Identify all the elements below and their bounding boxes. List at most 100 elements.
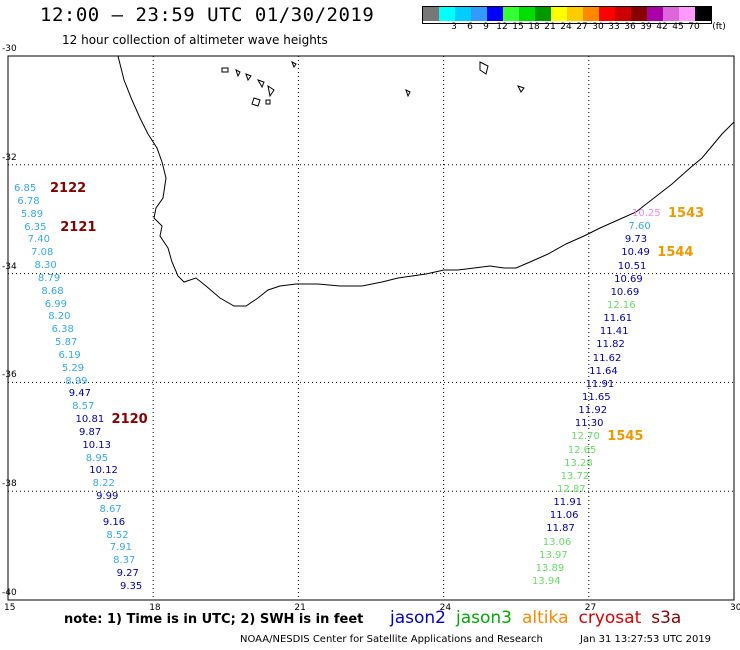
wave-height-label: 11.91 — [585, 378, 615, 390]
map-subtitle: 12 hour collection of altimeter wave hei… — [62, 33, 328, 47]
wave-height-label: 7.40 — [27, 234, 50, 246]
legend-swatch — [503, 7, 519, 21]
wave-height-label: 8.30 — [34, 260, 57, 272]
wave-height-label: 11.65 — [582, 392, 611, 403]
wave-height-label: 10.69 — [614, 273, 643, 285]
wave-height-label: 10.25 — [632, 208, 661, 219]
legend-label: 70 — [688, 22, 700, 32]
wave-height-label: 8.95 — [85, 452, 109, 464]
lat-tick-label: -30 — [2, 44, 17, 54]
satellite-key-jason3: jason3 — [456, 608, 512, 628]
coastline — [117, 55, 735, 307]
wave-height-label: 13.89 — [535, 562, 565, 574]
legend-swatch — [647, 7, 663, 21]
legend-label: 24 — [560, 22, 572, 32]
pass-time-label: 1543 — [668, 206, 705, 221]
pass-time-label: 2121 — [60, 219, 97, 235]
wave-height-label: 10.51 — [617, 260, 647, 272]
wave-height-label: 5.89 — [20, 208, 44, 220]
legend-unit: (ft) — [712, 22, 726, 32]
legend-label: 39 — [640, 22, 652, 32]
satellite-key-s3a: s3a — [651, 608, 682, 628]
wave-height-label: 8.52 — [106, 529, 129, 541]
wave-height-label: 13.97 — [539, 549, 568, 561]
wave-height-label: 8.20 — [48, 311, 71, 323]
wave-height-label: 5.87 — [55, 337, 78, 349]
legend-swatch — [439, 7, 455, 21]
satellite-key-cryosat: cryosat — [578, 608, 642, 628]
legend-swatch — [551, 7, 567, 21]
wave-height-label: 12.65 — [567, 444, 597, 456]
lat-tick-label: -38 — [2, 479, 17, 490]
footer-note: note: 1) Time is in UTC; 2) SWH is in fe… — [64, 612, 364, 627]
wave-height-label: 9.87 — [78, 426, 102, 438]
wave-height-label: 6.19 — [58, 349, 81, 361]
wave-height-label: 9.73 — [624, 234, 648, 246]
legend-swatch — [583, 7, 599, 21]
pass-time-label: 1545 — [607, 429, 644, 445]
wave-height-label: 6.99 — [44, 298, 68, 310]
legend-label: 9 — [483, 22, 489, 32]
legend-swatch — [567, 7, 583, 21]
wave-height-label: 10.69 — [610, 286, 640, 298]
wave-height-label: 8.67 — [99, 503, 122, 515]
legend-swatch — [631, 7, 647, 21]
legend-label: 45 — [672, 22, 684, 32]
wave-height-label: 11.62 — [592, 352, 622, 364]
legend-swatch — [423, 7, 439, 21]
legend-swatch — [599, 7, 615, 21]
wave-height-label: 9.16 — [102, 516, 126, 528]
wave-height-label: 11.82 — [596, 339, 625, 351]
legend-swatch — [535, 7, 551, 21]
wave-height-label: 6.35 — [24, 221, 47, 233]
offshore-islands — [221, 60, 525, 107]
wave-height-label: 8.37 — [113, 555, 136, 567]
legend-swatch — [519, 7, 535, 21]
wave-height-label: 11.87 — [546, 523, 575, 535]
wave-height-label: 11.92 — [578, 405, 608, 417]
legend-label: 27 — [576, 22, 588, 32]
wave-height-label: 13.28 — [564, 457, 593, 469]
color-legend — [422, 6, 712, 24]
legend-swatch — [679, 7, 695, 21]
wave-height-label: 7.60 — [628, 221, 651, 233]
map-title: 12:00 — 23:59 UTC 01/30/2019 — [40, 4, 375, 26]
wave-height-label: 11.91 — [553, 497, 583, 509]
wave-height-label: 5.29 — [61, 362, 85, 374]
legend-label: 18 — [528, 22, 540, 32]
legend-swatch — [663, 7, 679, 21]
wave-height-label: 8.22 — [92, 478, 115, 490]
lon-tick-label: 27 — [584, 603, 597, 613]
wave-height-label: 11.61 — [603, 313, 633, 325]
legend-swatch — [487, 7, 503, 21]
legend-label: 12 — [496, 22, 508, 32]
wave-height-label: 11.06 — [549, 510, 579, 522]
credit-line: NOAA/NESDIS Center for Satellite Applica… — [240, 634, 543, 645]
satellite-key-jason2: jason2 — [390, 608, 446, 628]
legend-label: 42 — [656, 22, 668, 32]
wave-height-label: 11.64 — [589, 365, 618, 377]
wave-height-label: 12.16 — [607, 300, 636, 311]
generation-timestamp: Jan 31 13:27:53 UTC 2019 — [580, 634, 712, 645]
wave-height-label: 8.99 — [65, 375, 88, 387]
wave-height-label: 12.87 — [557, 484, 586, 495]
lon-tick-label: 30 — [730, 603, 740, 613]
legend-label: 33 — [608, 22, 620, 32]
wave-height-label: 10.13 — [82, 439, 112, 451]
wave-height-label: 6.85 — [14, 183, 37, 194]
wave-height-label: 7.08 — [31, 247, 54, 259]
lat-tick-label: -40 — [2, 588, 17, 598]
wave-height-label: 13.94 — [532, 576, 561, 587]
lat-tick-label: -36 — [2, 370, 17, 381]
wave-height-label: 9.27 — [116, 568, 139, 580]
legend-label: 15 — [512, 22, 524, 32]
lon-tick-label: 18 — [149, 603, 161, 613]
lat-tick-label: -32 — [2, 152, 17, 163]
lat-tick-label: -34 — [2, 261, 17, 272]
legend-swatch — [695, 7, 711, 21]
wave-height-label: 8.79 — [37, 272, 61, 284]
wave-height-label: 13.06 — [542, 536, 572, 548]
wave-height-label: 11.41 — [599, 326, 629, 338]
lon-tick-label: 15 — [4, 603, 16, 613]
